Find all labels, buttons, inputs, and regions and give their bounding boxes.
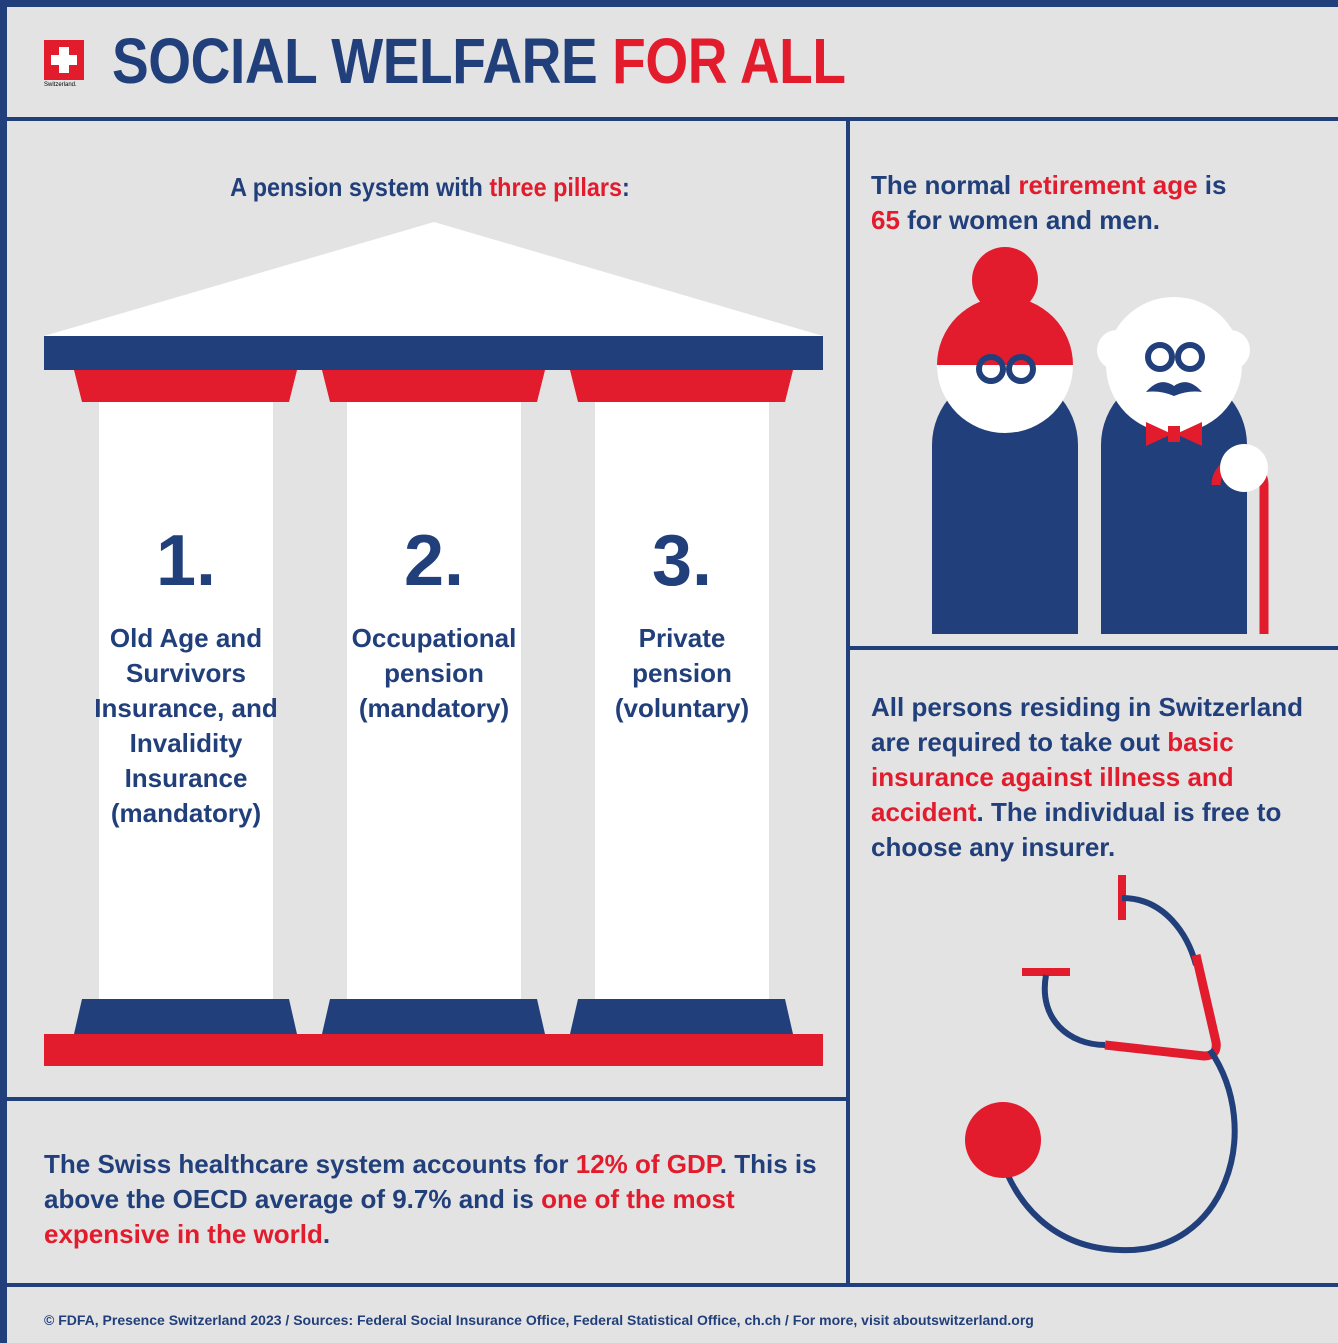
pillar-3-number: 3. bbox=[651, 521, 713, 601]
temple-illustration bbox=[44, 222, 823, 1066]
divider-footer bbox=[7, 1283, 1338, 1287]
pillar-shaft-3 bbox=[595, 402, 769, 999]
pillar-capital-2 bbox=[322, 370, 545, 402]
temple-roof bbox=[44, 222, 823, 336]
pillar-shaft-1 bbox=[99, 402, 273, 999]
pillar-capital-1 bbox=[74, 370, 297, 402]
stethoscope-icon bbox=[965, 875, 1238, 1254]
pillar-1-number: 1. bbox=[155, 521, 217, 601]
divider-header bbox=[7, 117, 1338, 121]
pillar-1-label: Old Age and Survivors Insurance, and Inv… bbox=[94, 623, 278, 828]
divider-vertical bbox=[846, 117, 850, 1285]
pillar-base-3 bbox=[570, 999, 793, 1034]
retirement-text: The normal retirement age is 65 for women… bbox=[871, 170, 1227, 235]
pillar-3-label: Private pension (voluntary) bbox=[614, 623, 750, 723]
insurance-text: All persons residing in Switzerland are … bbox=[871, 692, 1303, 862]
pillar-capital-3 bbox=[570, 370, 793, 402]
temple-stylobate bbox=[44, 1034, 823, 1066]
divider-left-bottom bbox=[7, 1097, 850, 1101]
pillar-2-number: 2. bbox=[403, 521, 465, 601]
temple-entablature bbox=[44, 336, 823, 370]
healthcare-text: The Swiss healthcare system accounts for… bbox=[44, 1149, 817, 1249]
elderly-couple-icon bbox=[932, 247, 1269, 634]
pillar-base-1 bbox=[74, 999, 297, 1034]
divider-right-middle bbox=[846, 646, 1338, 650]
footer-credits: © FDFA, Presence Switzerland 2023 / Sour… bbox=[44, 1312, 1034, 1328]
pillar-2-label: Occupational pension (mandatory) bbox=[351, 623, 517, 723]
pillar-shaft-2 bbox=[347, 402, 521, 999]
pillar-base-2 bbox=[322, 999, 545, 1034]
logo-text: Switzerland. bbox=[44, 82, 77, 88]
pension-heading: A pension system with three pillars: bbox=[230, 172, 630, 202]
page-title: SOCIAL WELFARE FOR ALL bbox=[112, 25, 846, 97]
swiss-flag-logo: Switzerland. bbox=[44, 40, 84, 88]
